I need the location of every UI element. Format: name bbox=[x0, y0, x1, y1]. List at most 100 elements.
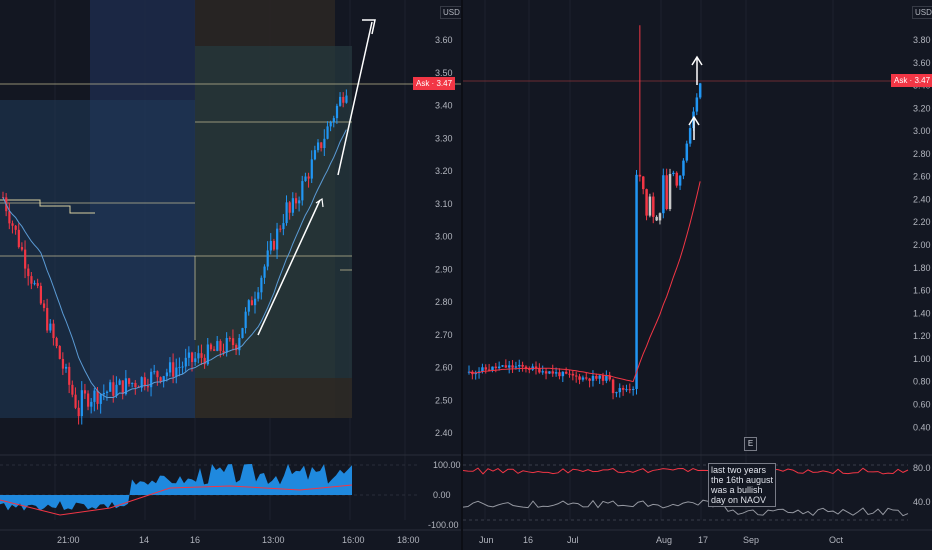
candle-body bbox=[329, 122, 332, 127]
candle-body bbox=[219, 341, 222, 351]
candle-body bbox=[595, 375, 598, 379]
candle-body bbox=[658, 213, 662, 221]
candle-body bbox=[80, 390, 83, 417]
price-tick-label: 3.00 bbox=[913, 126, 931, 136]
time-tick-label: 21:00 bbox=[57, 535, 80, 545]
annotation-note[interactable]: last two years the 16th august was a bul… bbox=[708, 463, 777, 507]
candle-body bbox=[672, 172, 675, 175]
candle-body bbox=[655, 216, 658, 221]
candle-body bbox=[206, 344, 209, 365]
candle-body bbox=[291, 198, 294, 213]
price-tick-label: 3.20 bbox=[913, 103, 931, 113]
candle-body bbox=[30, 276, 33, 284]
candle-body bbox=[168, 362, 172, 373]
trend-arrow bbox=[337, 21, 373, 176]
right-chart-panel[interactable]: 3.803.603.403.203.002.802.602.402.202.00… bbox=[463, 0, 932, 550]
candle-body bbox=[33, 283, 36, 285]
candle-body bbox=[484, 367, 488, 370]
candle-body bbox=[511, 365, 514, 368]
candle-body bbox=[42, 303, 46, 308]
time-tick-label: 16:00 bbox=[342, 535, 365, 545]
candle-body bbox=[294, 198, 298, 204]
currency-label: USD bbox=[912, 6, 932, 19]
candle-body bbox=[87, 393, 90, 407]
candle-body bbox=[301, 181, 304, 201]
candle-body bbox=[645, 189, 648, 216]
candle-body bbox=[228, 338, 231, 340]
price-tick-label: 3.30 bbox=[435, 133, 453, 143]
price-tick-label: 3.60 bbox=[435, 35, 453, 45]
candle-body bbox=[266, 250, 269, 267]
price-tick-label: 2.40 bbox=[913, 194, 931, 204]
candle-body bbox=[93, 390, 96, 402]
candle-body bbox=[685, 143, 689, 161]
annotation-line: day on NAOV bbox=[711, 495, 767, 505]
candle-body bbox=[554, 372, 558, 374]
left-chart-canvas[interactable]: 3.60 3.50 3.40 3.30 3.20 3.10 3.00 2.90 2.80 2.70… bbox=[0, 0, 461, 550]
candle-body bbox=[27, 268, 30, 277]
time-tick-label: 17 bbox=[698, 535, 708, 545]
candle-body bbox=[598, 375, 601, 379]
price-tick-label: 2.60 bbox=[435, 363, 453, 373]
candle-body bbox=[181, 366, 184, 368]
left-chart-panel[interactable]: 3.60 3.50 3.40 3.30 3.20 3.10 3.00 2.90 2.80 2.70… bbox=[0, 0, 461, 550]
candle-body bbox=[494, 366, 498, 369]
candle-body bbox=[665, 175, 668, 210]
candle-body bbox=[285, 202, 288, 224]
candle-body bbox=[628, 389, 632, 391]
signal-line bbox=[0, 484, 353, 516]
time-tick-label: 14 bbox=[139, 535, 149, 545]
range-box bbox=[195, 46, 352, 378]
candle-body bbox=[216, 341, 219, 351]
candle-body bbox=[172, 362, 175, 377]
candle-body bbox=[544, 371, 548, 374]
candle-body bbox=[668, 174, 672, 210]
candle-body bbox=[504, 365, 508, 368]
candle-body bbox=[524, 366, 528, 370]
candle-body bbox=[112, 382, 115, 396]
candle-body bbox=[282, 223, 285, 230]
candle-body bbox=[678, 175, 682, 186]
candle-body bbox=[102, 392, 105, 395]
candle-body bbox=[140, 377, 143, 388]
candle-body bbox=[575, 375, 578, 377]
candle-body bbox=[682, 160, 685, 176]
candle-body bbox=[611, 379, 615, 394]
candle-body bbox=[209, 344, 213, 350]
osc-tick-label: 0.00 bbox=[433, 490, 451, 500]
candle-body bbox=[621, 388, 625, 390]
time-tick-label: 16 bbox=[190, 535, 200, 545]
candle-body bbox=[326, 126, 329, 139]
candle-body bbox=[307, 176, 310, 179]
candle-body bbox=[36, 283, 39, 286]
price-tick-label: 2.70 bbox=[435, 330, 453, 340]
candle-body bbox=[225, 338, 228, 353]
range-box bbox=[195, 378, 352, 418]
candle-body bbox=[279, 228, 282, 230]
ask-price-label: Ask · 3.47 bbox=[413, 77, 456, 90]
candle-body bbox=[74, 394, 77, 408]
candle-body bbox=[335, 105, 339, 119]
pane-divider[interactable] bbox=[461, 0, 463, 550]
ask-price-label: Ask · 3.47 bbox=[891, 74, 932, 87]
right-chart-canvas[interactable]: 3.803.603.403.203.002.802.602.402.202.00… bbox=[463, 0, 932, 550]
candle-body bbox=[534, 366, 538, 369]
candle-body bbox=[65, 366, 68, 369]
time-tick-label: Oct bbox=[829, 535, 844, 545]
candle-body bbox=[187, 352, 191, 358]
candle-body bbox=[688, 128, 692, 144]
candle-body bbox=[197, 353, 200, 359]
candle-body bbox=[497, 366, 501, 369]
osc-tick-label: 100.00 bbox=[433, 460, 461, 470]
candle-body bbox=[304, 176, 307, 182]
oscillator-line bbox=[463, 499, 909, 517]
price-tick-label: 2.20 bbox=[913, 217, 931, 227]
earnings-event-badge[interactable]: E bbox=[744, 437, 757, 451]
price-tick-label: 3.20 bbox=[435, 166, 453, 176]
osc-tick-label: 40.0 bbox=[913, 497, 931, 507]
candle-body bbox=[260, 277, 263, 293]
candle-body bbox=[310, 159, 313, 179]
candle-body bbox=[134, 382, 137, 388]
candle-body bbox=[588, 378, 591, 381]
candle-body bbox=[514, 366, 518, 368]
